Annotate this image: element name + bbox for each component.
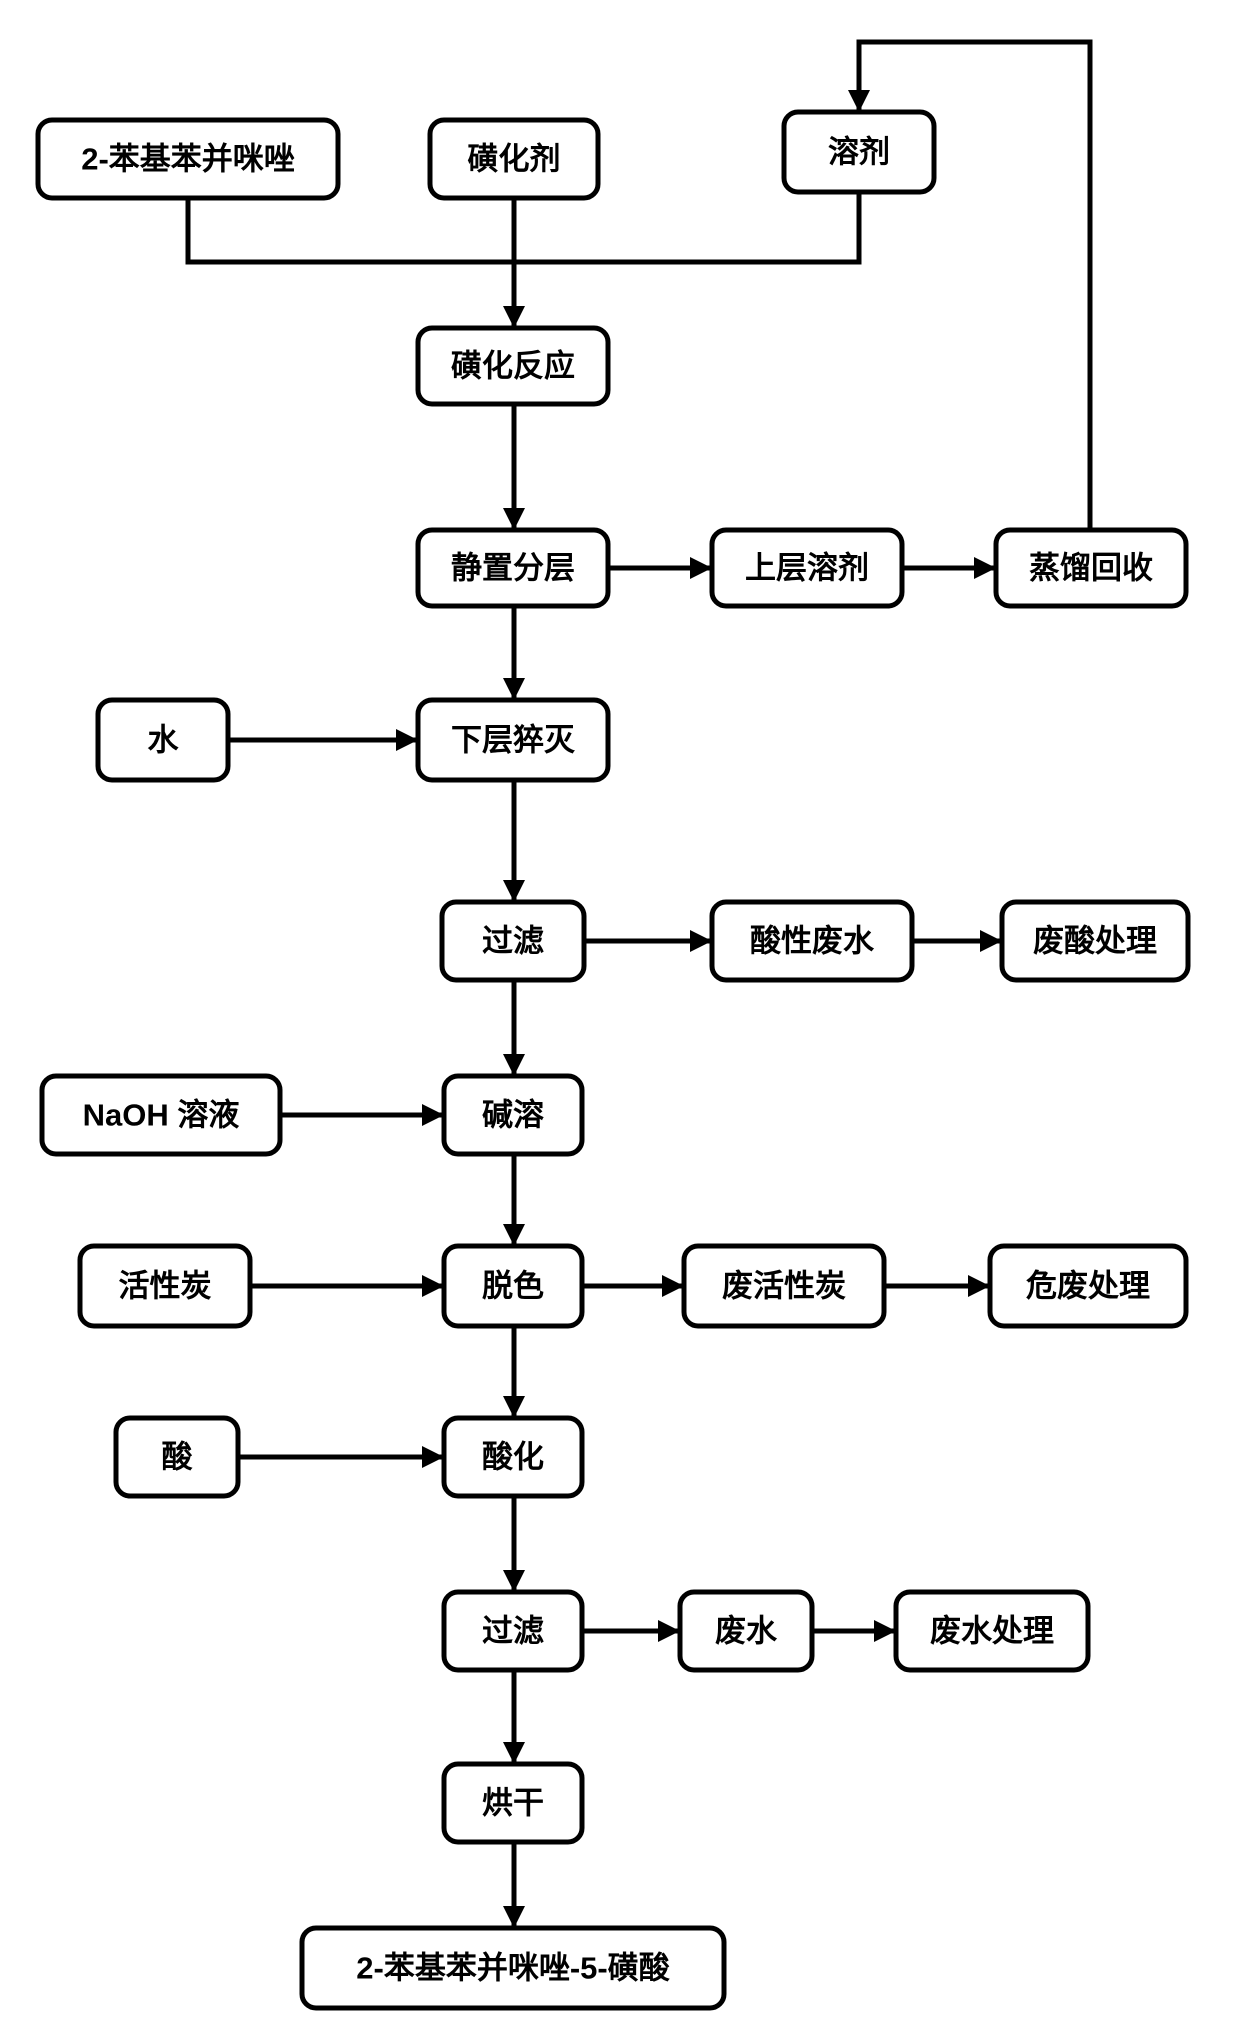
node-label: 废活性炭 <box>722 1269 846 1304</box>
node-acidtrt: 废酸处理 <box>1002 902 1188 980</box>
flow-edge <box>188 198 514 262</box>
arrow-head <box>848 90 870 112</box>
node-label: 酸 <box>162 1440 194 1475</box>
arrow-head <box>503 1906 525 1928</box>
node-in3: 溶剂 <box>784 112 934 192</box>
node-ac: 活性炭 <box>80 1246 250 1326</box>
arrow-head <box>658 1620 680 1642</box>
arrow-head <box>503 508 525 530</box>
node-decolor: 脱色 <box>444 1246 582 1326</box>
node-acidify: 酸化 <box>444 1418 582 1496</box>
node-label: 静置分层 <box>451 551 575 586</box>
arrow-head <box>690 557 712 579</box>
node-quench: 下层猝灭 <box>418 700 608 780</box>
node-label: 2-苯基苯并咪唑 <box>81 142 295 177</box>
node-label: 危废处理 <box>1026 1269 1150 1304</box>
node-ww: 废水 <box>680 1592 812 1670</box>
arrow-head <box>503 1054 525 1076</box>
node-label: 烘干 <box>482 1786 544 1821</box>
arrow-head <box>662 1275 684 1297</box>
node-wwtrt: 废水处理 <box>896 1592 1088 1670</box>
node-hazard: 危废处理 <box>990 1246 1186 1326</box>
arrow-head <box>503 1570 525 1592</box>
node-settle: 静置分层 <box>418 530 608 606</box>
node-product: 2-苯基苯并咪唑-5-磺酸 <box>302 1928 724 2008</box>
node-label: 废水 <box>715 1614 778 1649</box>
node-label: 溶剂 <box>828 135 890 170</box>
node-acidww: 酸性废水 <box>712 902 912 980</box>
node-label: 活性炭 <box>119 1269 212 1304</box>
node-water: 水 <box>98 700 228 780</box>
arrow-head <box>503 678 525 700</box>
arrow-head <box>503 880 525 902</box>
arrow-head <box>503 1224 525 1246</box>
node-filter2: 过滤 <box>444 1592 582 1670</box>
arrow-head <box>503 1396 525 1418</box>
arrow-head <box>980 930 1002 952</box>
arrow-head <box>422 1104 444 1126</box>
node-label: 上层溶剂 <box>745 551 869 586</box>
arrow-head <box>968 1275 990 1297</box>
node-label: 脱色 <box>482 1269 544 1304</box>
node-label: 酸性废水 <box>750 924 875 959</box>
arrow-head <box>422 1446 444 1468</box>
node-label: 废酸处理 <box>1033 924 1157 959</box>
node-label: 磺化反应 <box>451 349 575 384</box>
arrow-head <box>974 557 996 579</box>
node-distill: 蒸馏回收 <box>996 530 1186 606</box>
node-label: 蒸馏回收 <box>1029 551 1153 586</box>
node-label: 废水处理 <box>930 1614 1054 1649</box>
flow-edge <box>514 192 859 262</box>
arrow-head <box>396 729 418 751</box>
arrow-head <box>503 306 525 328</box>
node-label: 碱溶 <box>482 1098 544 1133</box>
node-label: 过滤 <box>482 924 544 959</box>
node-label: 磺化剂 <box>468 142 561 177</box>
node-label: 酸化 <box>482 1440 544 1475</box>
node-filter1: 过滤 <box>442 902 584 980</box>
arrow-head <box>874 1620 896 1642</box>
node-label: NaOH 溶液 <box>83 1098 240 1133</box>
arrow-head <box>503 1742 525 1764</box>
node-naoh: NaOH 溶液 <box>42 1076 280 1154</box>
arrow-head <box>422 1275 444 1297</box>
node-in2: 磺化剂 <box>430 120 598 198</box>
node-label: 水 <box>148 723 180 758</box>
arrow-head <box>690 930 712 952</box>
node-upper: 上层溶剂 <box>712 530 902 606</box>
node-label: 下层猝灭 <box>451 723 576 758</box>
node-alkali: 碱溶 <box>444 1076 582 1154</box>
node-dry: 烘干 <box>444 1764 582 1842</box>
node-rxn: 磺化反应 <box>418 328 608 404</box>
node-label: 过滤 <box>482 1614 544 1649</box>
node-wasteac: 废活性炭 <box>684 1246 884 1326</box>
node-in1: 2-苯基苯并咪唑 <box>38 120 338 198</box>
node-acidin: 酸 <box>116 1418 238 1496</box>
node-label: 2-苯基苯并咪唑-5-磺酸 <box>356 1951 670 1986</box>
